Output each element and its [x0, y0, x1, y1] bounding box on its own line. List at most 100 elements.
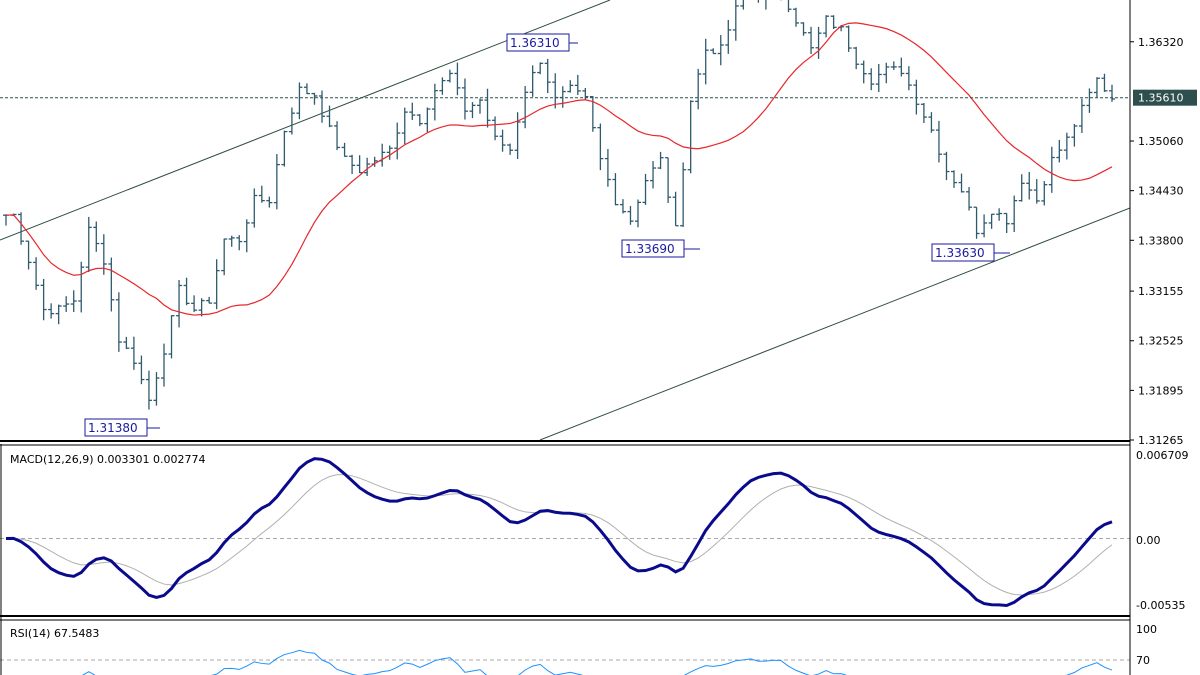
price-bar — [988, 213, 995, 229]
price-bar — [567, 80, 574, 93]
price-bar — [213, 259, 220, 310]
price-bar — [469, 102, 476, 119]
y-tick-label: 1.36320 — [1138, 36, 1184, 49]
price-bar — [138, 355, 145, 385]
price-bar — [1033, 179, 1040, 204]
price-bar — [890, 61, 897, 70]
price-bar — [454, 62, 461, 96]
price-bar — [1078, 98, 1085, 133]
price-bar — [477, 98, 483, 114]
price-bar — [529, 65, 536, 97]
price-bar — [1041, 181, 1048, 206]
annotation-label: 1.31380 — [88, 421, 138, 435]
price-panel[interactable]: 1.31380 1.36310 1.33690 1.33630 — [0, 0, 1130, 440]
macd-line — [5, 457, 1113, 608]
macd-panel[interactable]: 0.006709 0.00 -0.00535 — [0, 449, 1189, 612]
price-bar — [153, 372, 160, 406]
price-bar — [48, 303, 55, 319]
price-bar — [604, 148, 611, 187]
price-bar — [303, 83, 310, 95]
price-bar — [334, 121, 341, 151]
price-bar — [258, 185, 265, 203]
rsi-tick-label: 100 — [1136, 623, 1157, 636]
price-bar — [145, 370, 152, 410]
price-bar — [920, 103, 927, 123]
price-bar — [341, 142, 348, 157]
price-bar — [296, 82, 303, 120]
price-annotation: 1.31380 — [84, 418, 148, 437]
rsi-tick-label: 70 — [1136, 654, 1150, 667]
price-bar — [198, 298, 205, 317]
price-bar — [687, 100, 694, 174]
macd-tick-label: -0.00535 — [1136, 599, 1185, 612]
price-bar — [996, 208, 1003, 221]
price-bar — [740, 0, 744, 10]
current-price-badge — [1133, 89, 1197, 106]
price-bar — [943, 151, 950, 181]
price-bar — [958, 173, 965, 193]
annotation-label: 1.36310 — [510, 36, 560, 50]
rsi-line — [81, 649, 1113, 675]
price-bar — [349, 154, 356, 174]
price-bar — [1026, 171, 1033, 200]
y-tick-label: 1.33800 — [1138, 234, 1184, 247]
y-tick-label: 1.31895 — [1138, 384, 1184, 397]
price-bar — [800, 22, 807, 36]
price-annotation: 1.33690 — [621, 239, 685, 258]
price-bar — [1086, 88, 1093, 113]
y-tick-label: 1.35060 — [1138, 135, 1184, 148]
price-bar — [868, 68, 875, 91]
price-bar — [251, 188, 258, 228]
price-annotation: 1.33630 — [931, 243, 995, 262]
price-bar — [1056, 139, 1063, 163]
price-bar — [665, 157, 672, 203]
price-bar — [514, 112, 521, 160]
price-bar — [409, 102, 416, 120]
price-bar — [860, 60, 867, 84]
rsi-panel[interactable]: 100 70 — [0, 623, 1157, 675]
price-bar — [1071, 124, 1078, 147]
price-bar — [597, 123, 604, 171]
price-bar — [612, 173, 619, 206]
price-bar — [161, 343, 167, 387]
price-bar — [176, 279, 183, 328]
price-bar — [319, 90, 325, 123]
price-bar — [981, 214, 988, 238]
price-bar — [574, 74, 581, 95]
price-bar — [33, 257, 40, 290]
price-plot — [0, 0, 1130, 440]
price-bar — [823, 15, 830, 38]
rsi-label: RSI(14) 67.5483 — [10, 627, 99, 640]
price-bar — [808, 26, 815, 55]
y-tick-label: 1.34430 — [1138, 185, 1184, 198]
price-bar — [273, 154, 280, 210]
price-bar — [619, 199, 626, 214]
price-bar — [815, 26, 822, 59]
macd-label: MACD(12,26,9) 0.003301 0.002774 — [10, 453, 206, 466]
price-bar — [845, 25, 852, 52]
price-bar — [1011, 195, 1018, 232]
price-bar — [830, 15, 837, 30]
price-bar — [416, 114, 423, 127]
price-bar — [221, 238, 228, 276]
price-bar — [18, 212, 25, 245]
price-bar — [70, 290, 77, 313]
price-bar — [875, 63, 882, 93]
price-bar — [484, 88, 491, 128]
price-bar — [905, 66, 912, 91]
price-bar — [243, 219, 250, 253]
price-bar — [1048, 146, 1055, 193]
price-bar — [311, 92, 318, 105]
price-bar — [191, 295, 198, 313]
price-bar — [55, 304, 62, 325]
price-bar — [108, 257, 115, 312]
price-bar — [364, 157, 371, 176]
moving-average-line — [5, 22, 1113, 316]
price-bar — [1109, 84, 1115, 102]
price-bar — [650, 161, 657, 189]
price-bar — [793, 7, 799, 27]
price-bar — [386, 145, 393, 160]
price-bar — [326, 105, 333, 128]
price-bar — [787, 0, 792, 13]
